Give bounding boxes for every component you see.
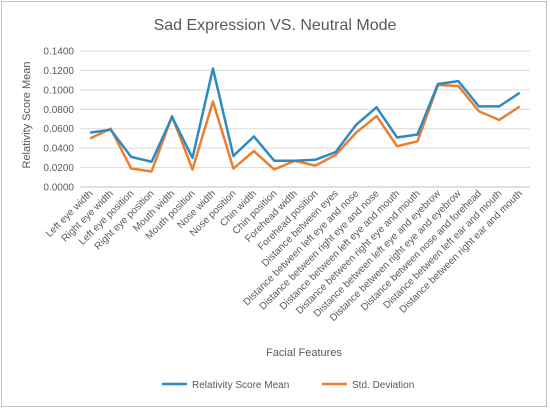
legend-label: Std. Deviation xyxy=(352,380,414,391)
y-tick-labels: 0.0000 0.0200 0.0400 0.0600 0.0800 0.1000 0.12… xyxy=(43,47,74,194)
y-tick-label: 0.1000 xyxy=(43,85,74,96)
y-axis-title: Relativity Score Mean xyxy=(21,62,33,169)
x-axis-title: Facial Features xyxy=(266,347,342,359)
y-tick-label: 0.0000 xyxy=(43,183,74,194)
series-line xyxy=(90,67,521,163)
y-tick-label: 0.0800 xyxy=(43,105,74,116)
legend-label: Relativity Score Mean xyxy=(192,380,289,391)
chart-title: Sad Expression VS. Neutral Mode xyxy=(154,17,397,34)
y-tick-label: 0.1200 xyxy=(43,66,74,77)
series-lines xyxy=(89,67,521,173)
y-tick-label: 0.1400 xyxy=(43,47,74,58)
gridlines xyxy=(80,50,530,188)
y-tick-label: 0.0200 xyxy=(43,163,74,174)
legend: Relativity Score Mean Std. Deviation xyxy=(162,380,414,391)
series-line xyxy=(89,83,521,173)
y-tick-label: 0.0400 xyxy=(43,144,74,155)
y-tick-label: 0.0600 xyxy=(43,124,74,135)
